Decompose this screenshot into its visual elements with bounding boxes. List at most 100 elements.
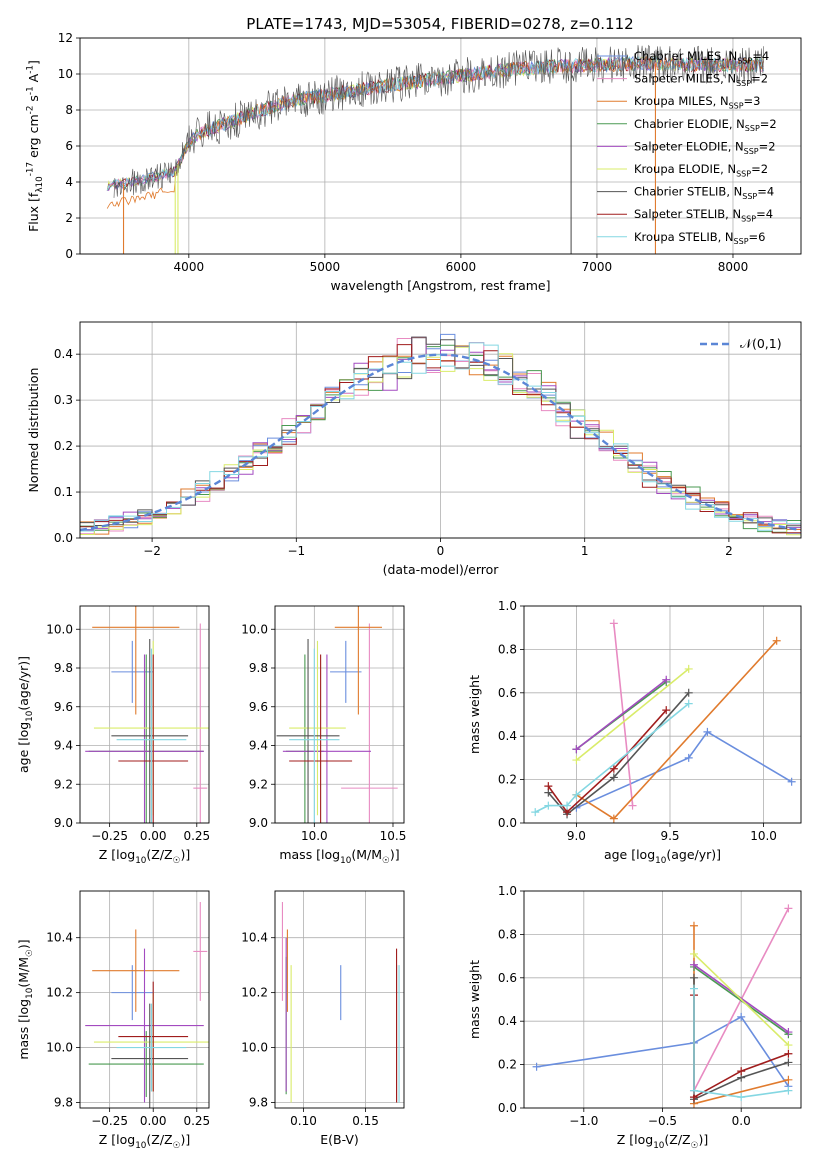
label-part: =2 — [759, 139, 776, 153]
weight-marker — [689, 921, 698, 930]
panel-weight_vs_age: 9.0 9.5 10.0 0.0 0.2 0.4 0.6 0.8 1.0 age [log10(a… — [467, 599, 802, 866]
x-axis-label: E(B-V) — [320, 1132, 359, 1147]
label-part: Chabrier ELODIE, N — [634, 117, 745, 131]
legend-label: Salpeter MILES, NSSP=2 — [634, 72, 768, 88]
weight-marker — [737, 1067, 746, 1076]
y-tick-label: 0.2 — [498, 773, 517, 787]
x-tick-label: 0.0 — [732, 1114, 751, 1128]
label-part: Z [log — [617, 1132, 653, 1147]
label-part: (age/yr)] — [666, 847, 721, 862]
panel-mass_vs_Z: −0.25 0.00 0.259.810.010.210.4Z [log10(Z/Z… — [16, 890, 210, 1151]
y-tick-label: 10.0 — [46, 622, 73, 636]
x-tick-label: 0.25 — [183, 1114, 210, 1128]
x-tick-label: 10.5 — [380, 829, 407, 843]
axes-frame — [274, 605, 405, 824]
y-tick-label: 0.6 — [498, 971, 517, 985]
y-tick-label: 10 — [58, 67, 73, 81]
legend-label: Chabrier MILES, NSSP=4 — [634, 49, 769, 65]
y-tick-label: 9.6 — [249, 700, 268, 714]
x-tick-label: 4000 — [174, 260, 205, 274]
x-axis-label: (data-model)/error — [383, 562, 500, 577]
y-tick-label: 9.0 — [54, 816, 73, 830]
y-tick-label: 9.8 — [249, 661, 268, 675]
weight-line — [547, 692, 690, 816]
x-tick-label: 1 — [581, 544, 589, 558]
label-part: ☉ — [173, 856, 181, 866]
axes-frame — [523, 890, 802, 1109]
y-axis-label: mass weight — [467, 960, 482, 1039]
label-part: =2 — [751, 72, 768, 86]
label-part: Normed distribution — [26, 368, 41, 493]
plot-area-mass_vs_ebv — [281, 901, 400, 1103]
label-part: )] — [16, 939, 31, 949]
weight-marker — [572, 745, 581, 754]
weight-marker — [689, 1086, 698, 1095]
weight-marker — [531, 808, 540, 817]
x-tick-label: 0 — [437, 544, 445, 558]
y-axis-label: age [log10(age/yr)] — [16, 656, 35, 773]
label-part: ] — [26, 60, 41, 65]
label-part: Kroupa MILES, N — [634, 94, 729, 108]
axes-frame — [79, 605, 210, 824]
y-axis-label: Flux [fλ10-17 erg cm-2 s-1 A-1] — [25, 60, 44, 232]
y-tick-label: 6 — [65, 139, 73, 153]
y-tick-label: 0.0 — [54, 531, 73, 545]
y-tick-label: 9.0 — [249, 816, 268, 830]
x-tick-label: −0.25 — [91, 829, 128, 843]
legend-label: 𝒩(0,1) — [740, 336, 782, 351]
weight-marker — [784, 1075, 793, 1084]
histogram-step — [80, 342, 801, 532]
label-part: -2 — [25, 106, 35, 115]
weight-marker — [684, 688, 693, 697]
weight-marker — [609, 619, 618, 628]
label-part: ☉ — [173, 1141, 181, 1151]
weight-marker — [689, 973, 698, 982]
weight-marker — [689, 960, 698, 969]
x-tick-label: −1 — [287, 544, 305, 558]
y-tick-label: 0.8 — [498, 927, 517, 941]
y-tick-label: 0.4 — [54, 347, 73, 361]
weight-marker — [684, 699, 693, 708]
x-tick-label: 2 — [725, 544, 733, 558]
x-tick-label: 0.00 — [140, 1114, 167, 1128]
y-tick-label: 10.2 — [241, 986, 268, 1000]
gaussian-reference — [80, 353, 801, 532]
label-part: λ10 — [35, 176, 45, 193]
label-part: Chabrier MILES, N — [634, 49, 737, 63]
label-part: )] — [181, 1132, 191, 1147]
panel-mass_vs_ebv: 0.10 0.15 9.8 10.0 10.2 10.4 E(B-V) — [241, 890, 405, 1147]
weight-marker — [737, 1093, 746, 1102]
legend-label: Kroupa MILES, NSSP=3 — [634, 94, 760, 110]
weight-marker — [772, 636, 781, 645]
x-tick-label: 10.0 — [301, 829, 328, 843]
x-axis-label: mass [log10(M/M☉)] — [279, 847, 399, 866]
label-part: SSP — [745, 124, 760, 133]
weight-marker — [544, 801, 553, 810]
weight-line — [536, 1015, 790, 1087]
histogram-step — [80, 344, 801, 533]
label-part: age [log — [16, 722, 31, 773]
label-part: (Z/Z — [146, 1132, 172, 1147]
label-part: Chabrier STELIB, N — [634, 185, 742, 199]
label-part: (age/yr)] — [16, 656, 31, 711]
y-tick-label: 10.4 — [46, 931, 73, 945]
label-part: -17 — [25, 162, 35, 176]
y-tick-label: 9.4 — [54, 739, 73, 753]
x-tick-label: 10.0 — [750, 829, 777, 843]
label-part: (Z/Z — [146, 847, 172, 862]
label-part: Salpeter STELIB, N — [634, 207, 741, 221]
weight-marker — [689, 984, 698, 993]
y-tick-label: 0.0 — [498, 816, 517, 830]
label-part: 10 — [653, 1141, 665, 1151]
label-part: (M/M — [16, 957, 31, 988]
label-part: 10 — [655, 856, 667, 866]
label-part: erg cm — [26, 114, 41, 162]
label-part: mass [log — [16, 999, 31, 1060]
weight-marker — [784, 1049, 793, 1058]
y-axis-label: mass weight — [467, 675, 482, 754]
label-part: 10 — [135, 856, 147, 866]
x-axis-label: Z [log10(Z/Z☉)] — [99, 847, 191, 866]
label-part: =2 — [751, 162, 768, 176]
weight-marker — [572, 790, 581, 799]
label-part: 10 — [340, 856, 352, 866]
